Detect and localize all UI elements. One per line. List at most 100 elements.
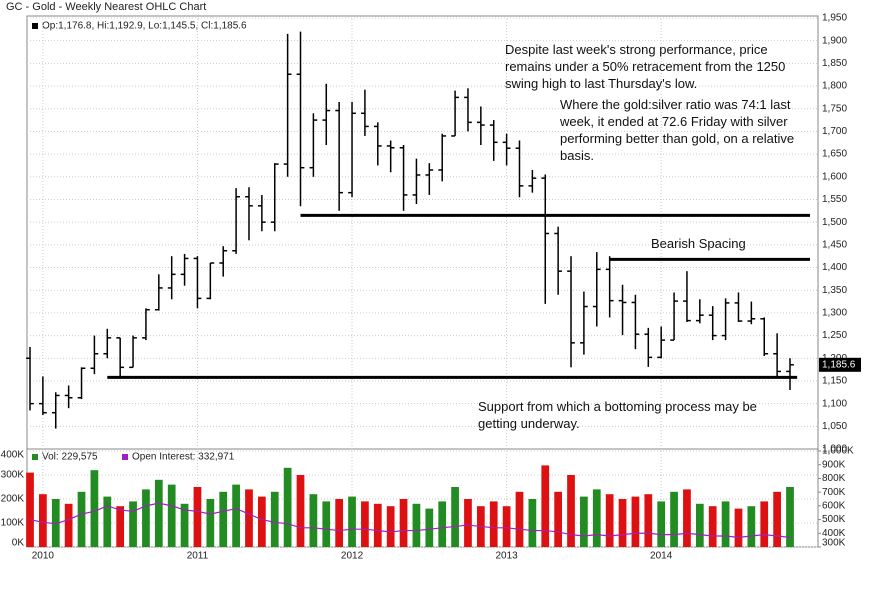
x-tick-label: 2011 [187,551,209,562]
annotation: Where the gold:silver ratio was 74:1 las… [560,97,795,163]
y-tick-label: 1,150 [822,376,847,387]
volume-bar [39,494,47,547]
volume-bar [154,479,163,547]
legend-swatch [32,23,38,29]
volume-bar [26,472,34,547]
volume-bar [90,470,99,547]
volume-bar [206,499,215,547]
x-tick-label: 2014 [650,551,673,562]
volume-bar [77,491,86,547]
volume-bar [322,501,331,547]
annotation: Despite last week's strong performance, … [505,42,786,91]
y2-tick-label: 800K [822,473,846,484]
volume-bar [605,494,614,547]
volume-bar [335,499,344,547]
volume-bar [786,487,794,547]
volume-bar [541,465,550,547]
x-tick-label: 2010 [32,551,55,562]
y-tick-label: 1,750 [822,103,847,114]
x-tick-label: 2013 [495,551,518,562]
volume-bar [747,506,756,547]
volume-bar [451,487,459,547]
y-tick-label: 1,050 [822,421,847,432]
y-tick-label: 1,950 [822,13,847,24]
volume-bar [283,467,292,547]
y-tick-label: 1,250 [822,330,847,341]
y-tick-label: 1,700 [822,126,847,137]
volume-bar [567,475,575,547]
y-tick-label: 1,300 [822,308,847,319]
chart-title: GC - Gold - Weekly Nearest OHLC Chart [6,1,206,13]
volume-bar [515,491,524,547]
y2-tick-label: 900K [822,459,846,470]
y-tick-label: 200K [1,494,25,505]
volume-bar [644,494,653,547]
y2-tick-label: 1,000K [822,446,854,457]
y-tick-label: 1,100 [822,398,847,409]
volume-bar [412,503,421,547]
volume-bar [245,489,253,547]
y-tick-label: 1,800 [822,81,847,92]
y-tick-label: 1,550 [822,194,847,205]
volume-bar [464,499,472,547]
x-tick-label: 2012 [341,551,364,562]
volume-bar [580,496,588,547]
y2-tick-label: 500K [822,514,846,525]
volume-bar [528,499,537,547]
y2-tick-label: 400K [822,528,846,539]
volume-bar [670,491,678,547]
volume-bar [309,494,318,547]
volume-bar [657,501,666,547]
y-tick-label: 1,650 [822,149,847,160]
volume-bar [116,506,125,547]
y-tick-label: 1,500 [822,217,847,228]
volume-bar [683,489,691,547]
oi-line [29,502,791,539]
legend-swatch [122,454,128,460]
y-tick-label: 1,600 [822,171,847,182]
last-price-label: 1,185.6 [822,359,856,370]
y-tick-label: 100K [1,518,25,529]
volume-bar [193,487,202,547]
volume-bar [721,501,730,547]
y2-tick-label: 300K [822,538,846,549]
annotation: Bearish Spacing [651,236,746,251]
volume-bar [438,501,447,547]
volume-bar [142,489,150,547]
volume-bar [270,491,279,547]
oi-legend: Open Interest: 332,971 [132,452,235,463]
y-tick-label: 400K [1,450,25,461]
volume-bar [296,475,305,547]
y-tick-label: 1,450 [822,239,847,250]
price-legend: Op:1,176.8, Hi:1,192.9, Lo:1,145.5, Cl:1… [42,21,247,32]
volume-bar [180,503,189,547]
legend-swatch [32,454,38,460]
y-tick-label: 1,400 [822,262,847,273]
volume-legend: Vol: 229,575 [42,452,98,463]
volume-bar [361,501,369,547]
y-tick-label: 1,350 [822,285,847,296]
volume-bar [618,499,627,547]
last-price-box [819,357,861,372]
annotation: Support from which a bottoming process m… [478,399,757,431]
volume-bar [103,496,112,547]
volume-bar [373,503,382,547]
y-tick-label: 1,000 [822,444,847,455]
volume-bar [554,491,562,547]
volume-bar [708,506,717,547]
volume-bar [695,503,704,547]
y-tick-label: 0K [12,538,25,549]
volume-bar [167,484,176,547]
volume-bar [348,496,356,547]
volume-bar [489,501,498,547]
volume-bar [51,499,60,547]
volume-bar [592,489,601,547]
volume-bar [64,503,73,547]
volume-bar [425,508,434,547]
y-tick-label: 300K [1,470,25,481]
y2-tick-label: 700K [822,487,846,498]
y-tick-label: 1,850 [822,58,847,69]
volume-bar [232,484,240,547]
